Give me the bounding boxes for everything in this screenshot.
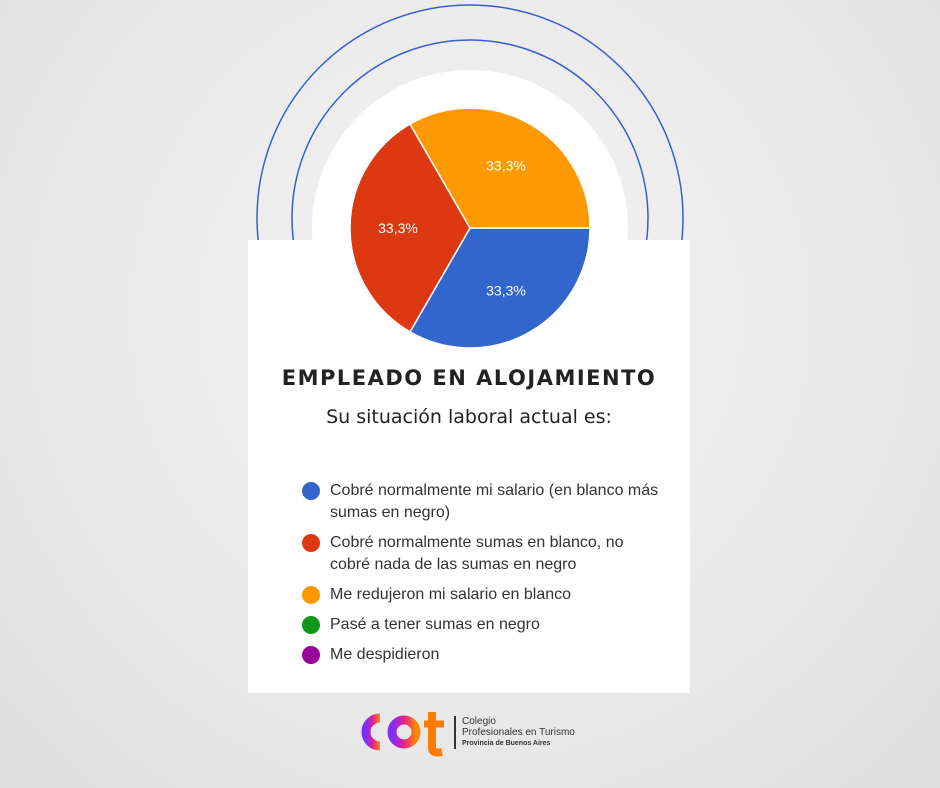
legend-label: Cobré normalmente mi salario (en blanco … (330, 482, 659, 521)
legend-label: Me redujeron mi salario en blanco (330, 586, 572, 603)
cpt-logo-mark-icon (361, 712, 444, 757)
legend-dot-icon (302, 482, 320, 500)
legend: Cobré normalmente mi salario (en blanco … (302, 480, 662, 674)
slice-data-label: 33,3% (378, 220, 418, 236)
legend-label: Pasé a tener sumas en negro (330, 616, 540, 633)
logo-line1: Colegio (462, 715, 496, 727)
legend-item: Cobré normalmente sumas en blanco, no co… (302, 532, 662, 576)
cpt-logo: Colegio Profesionales en Turismo Provinc… (356, 706, 575, 758)
legend-item: Cobré normalmente mi salario (en blanco … (302, 480, 662, 524)
slice-data-label: 33,3% (486, 282, 526, 298)
logo-line3: Provincia de Buenos Aires (462, 739, 551, 747)
legend-dot-icon (302, 646, 320, 664)
pie-slice (408, 227, 591, 349)
pie-slice (408, 107, 591, 229)
slice-data-label: 33,3% (486, 158, 526, 174)
logo-line2: Profesionales en Turismo (462, 726, 575, 738)
legend-dot-icon (302, 586, 320, 604)
legend-item: Me redujeron mi salario en blanco (302, 584, 662, 606)
chart-subtitle: Su situación laboral actual es: (326, 406, 612, 428)
legend-item: Pasé a tener sumas en negro (302, 614, 662, 636)
chart-title: EMPLEADO EN ALOJAMIENTO (281, 366, 657, 390)
pie-slice (349, 123, 471, 333)
legend-dot-icon (302, 534, 320, 552)
legend-label: Me despidieron (330, 646, 440, 663)
legend-label: Cobré normalmente sumas en blanco, no co… (330, 534, 624, 573)
legend-item: Me despidieron (302, 644, 662, 666)
legend-dot-icon (302, 616, 320, 634)
